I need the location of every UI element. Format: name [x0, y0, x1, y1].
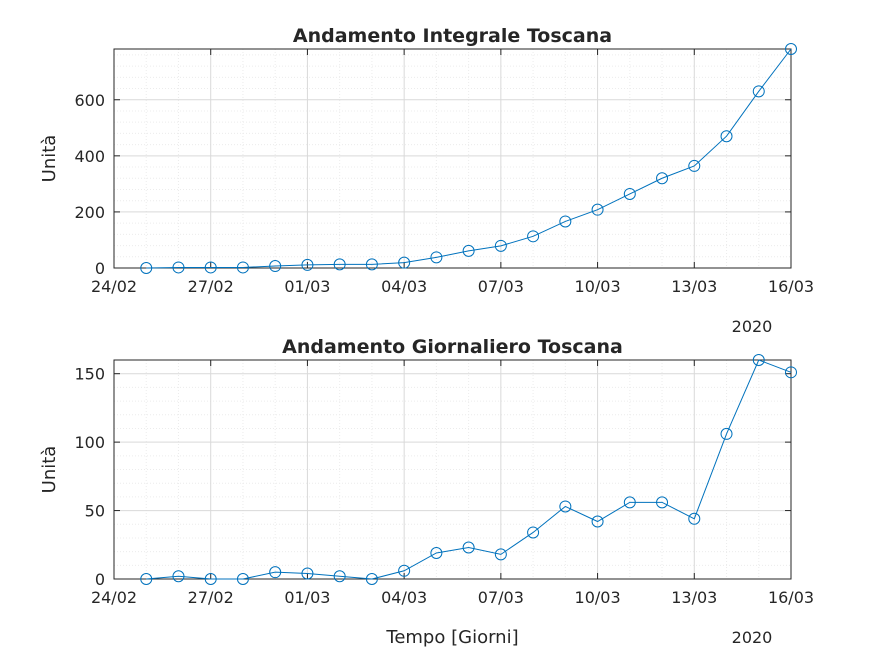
x-tick-label: 01/03: [284, 277, 330, 296]
data-point: [236, 261, 249, 274]
data-point: [140, 262, 153, 274]
y-tick-label: 0: [95, 259, 105, 278]
y-axis-label: Unità: [39, 135, 60, 183]
data-point: [623, 187, 636, 200]
x-tick-label: 16/03: [768, 588, 814, 607]
axes-box: [113, 359, 792, 580]
data-point: [365, 573, 378, 585]
y-tick-label: 400: [74, 147, 105, 166]
data-point: [301, 258, 314, 271]
data-point: [236, 573, 249, 585]
x-tick-label: 07/03: [478, 588, 524, 607]
data-point: [430, 251, 443, 264]
data-point: [656, 172, 669, 185]
y-tick-label: 150: [74, 365, 105, 384]
data-point: [591, 203, 604, 216]
x-tick-label: 10/03: [575, 277, 621, 296]
x-tick-label: 24/02: [91, 588, 137, 607]
data-point: [301, 567, 314, 580]
data-point: [527, 230, 540, 243]
x-tick-label: 13/03: [671, 277, 717, 296]
data-point: [494, 239, 507, 252]
data-point: [398, 256, 411, 269]
data-point: [204, 573, 217, 585]
data-point: [591, 515, 604, 528]
data-point: [720, 427, 733, 440]
x-tick-label: 27/02: [188, 277, 234, 296]
data-point: [494, 548, 507, 561]
plot-area: [114, 49, 791, 268]
data-point: [752, 85, 765, 98]
x-tick-label: 27/02: [188, 588, 234, 607]
x-tick-label: 24/02: [91, 277, 137, 296]
data-point: [623, 496, 636, 509]
series-line: [146, 48, 792, 269]
data-point: [752, 354, 765, 366]
x-axis-label: Tempo [Giorni]: [385, 627, 518, 648]
data-point: [365, 258, 378, 271]
axes-box: [113, 48, 792, 269]
data-point: [204, 261, 217, 274]
data-point: [785, 43, 797, 55]
data-point: [688, 512, 701, 525]
x-tick-label: 16/03: [768, 277, 814, 296]
data-point: [430, 546, 443, 559]
series-line: [146, 359, 792, 580]
plot-area: [114, 360, 791, 579]
chart-title: Andamento Giornaliero Toscana: [282, 336, 623, 358]
plot-integrale: 0 200 400 600 24/02 27/02 01/03 04/03 07/03 10/03…: [39, 25, 814, 336]
y-tick-label: 50: [85, 502, 105, 521]
data-point: [333, 258, 346, 271]
data-point: [527, 526, 540, 539]
x-tick-label: 10/03: [575, 588, 621, 607]
data-point: [172, 261, 185, 274]
data-point: [462, 541, 475, 554]
y-axis-label: Unità: [39, 446, 60, 494]
chart-title: Andamento Integrale Toscana: [293, 25, 612, 47]
data-point: [333, 570, 346, 583]
data-point: [688, 159, 701, 172]
y-tick-label: 100: [74, 433, 105, 452]
plot-giornaliero: 0 50 100 150 24/02 27/02 01/03 04/03 07/03 10/03 1…: [39, 336, 814, 648]
data-point: [172, 570, 185, 583]
data-point: [720, 130, 733, 143]
data-point: [656, 496, 669, 509]
data-point: [269, 260, 282, 273]
x-tick-label: 13/03: [671, 588, 717, 607]
data-point: [559, 215, 572, 228]
x-year-label: 2020: [732, 317, 773, 336]
y-tick-label: 200: [74, 203, 105, 222]
x-tick-label: 04/03: [381, 277, 427, 296]
data-point: [398, 564, 411, 577]
x-year-label: 2020: [732, 628, 773, 647]
data-point: [462, 244, 475, 257]
data-point: [140, 573, 153, 585]
data-point: [559, 500, 572, 513]
y-tick-label: 600: [74, 91, 105, 110]
x-tick-label: 07/03: [478, 277, 524, 296]
y-tick-label: 0: [95, 570, 105, 589]
x-tick-label: 01/03: [284, 588, 330, 607]
data-point: [269, 566, 282, 579]
data-point: [785, 366, 797, 379]
x-tick-label: 04/03: [381, 588, 427, 607]
